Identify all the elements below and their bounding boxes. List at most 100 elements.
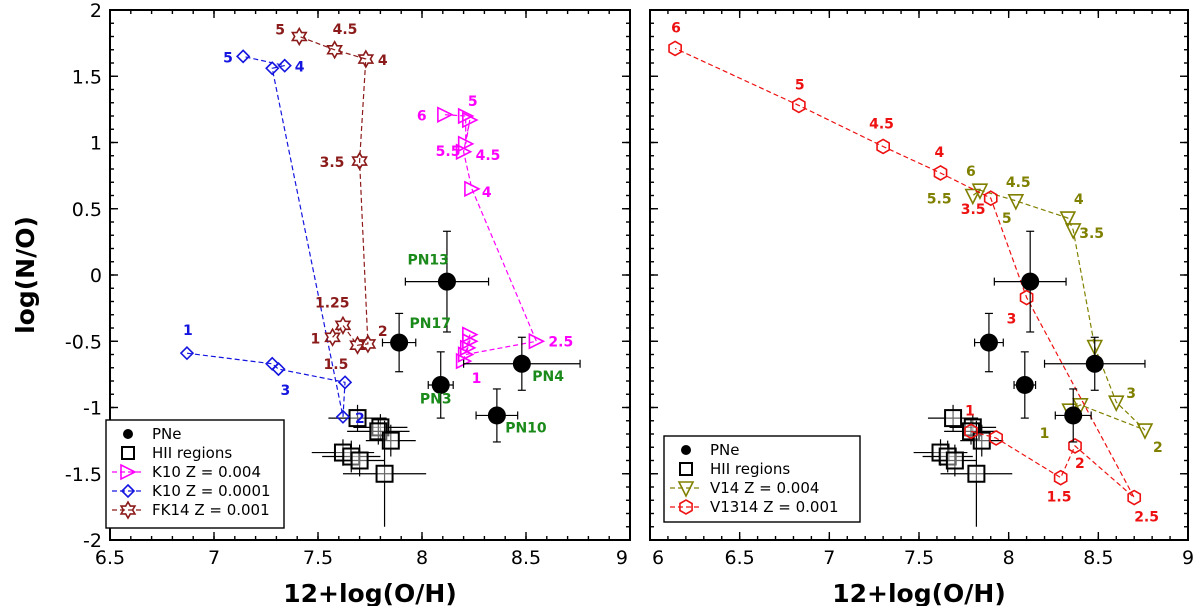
hii-region-marker (945, 451, 964, 470)
y-axis-title: log(N/O) (11, 216, 40, 334)
model-point (1107, 395, 1125, 412)
x-tick-label: 9 (616, 547, 628, 569)
x-axis-title: 12+log(O/H) (283, 579, 457, 606)
model-point (179, 346, 195, 361)
hii-region-marker (375, 464, 394, 483)
model-point (1007, 194, 1025, 211)
mass-label: 4 (378, 53, 388, 69)
pn-name-label: PN13 (407, 252, 448, 268)
x-tick-label: 6.5 (95, 547, 125, 569)
legend-label: HII regions (152, 444, 232, 462)
mass-label: 1 (183, 323, 193, 339)
pn-marker (512, 354, 531, 373)
y-tick-label: -1 (83, 398, 102, 420)
model-point (1059, 211, 1077, 228)
legend-marker-swatch (119, 500, 137, 520)
mass-label: 1 (965, 403, 975, 419)
mass-label: 5.5 (927, 192, 952, 208)
model-point (271, 361, 286, 377)
mass-label: 5 (275, 23, 285, 39)
pn-marker (437, 272, 456, 291)
hii-region-marker (350, 451, 369, 470)
pn-name-label: PN10 (505, 421, 547, 437)
y-tick-label: -0.5 (65, 331, 102, 353)
legend-marker-swatch (679, 499, 693, 515)
pn-marker (431, 375, 450, 394)
model-track-line (444, 114, 538, 362)
mass-label: 6 (966, 164, 976, 180)
legend-pn-swatch (681, 445, 691, 455)
model-point (359, 334, 377, 354)
model-point (791, 97, 806, 114)
model-point (964, 188, 982, 206)
mass-label: 1.5 (1047, 490, 1072, 506)
hii-region-marker (381, 431, 400, 450)
y-tick-label: 1 (90, 133, 102, 155)
model-point (457, 135, 475, 153)
mass-label: 1 (311, 331, 321, 347)
pn-marker (390, 333, 409, 352)
mass-label: 2 (378, 324, 388, 340)
legend-label: HII regions (710, 460, 790, 478)
model-point (290, 26, 308, 47)
model-point (989, 430, 1003, 446)
x-tick-label: 8 (1003, 547, 1015, 569)
model-point (265, 61, 280, 76)
model-point (235, 49, 251, 64)
legend-marker-swatch (120, 483, 136, 499)
mass-label: 4 (295, 60, 305, 76)
model-point (351, 151, 368, 171)
y-tick-label: 0 (90, 265, 102, 287)
model-point (457, 346, 475, 363)
model-point (1068, 438, 1082, 454)
model-point (1072, 398, 1089, 415)
legend-label: PNe (152, 425, 182, 443)
pn-marker (1021, 272, 1040, 291)
x-tick-label: 9 (1182, 547, 1194, 569)
model-point (983, 190, 998, 207)
legend-hii-swatch (121, 446, 135, 460)
mass-label: 6 (671, 20, 681, 36)
model-point (1064, 223, 1082, 240)
model-point (326, 40, 343, 60)
model-point (277, 58, 292, 73)
legend-marker-swatch (677, 481, 695, 498)
mass-label: 6 (417, 109, 427, 125)
mass-label: 3.5 (961, 202, 986, 218)
model-point (462, 111, 479, 129)
left-panel: 6.5 7 7.5 8 8.5 921.510.50-0.5-1-1.5-212+log(… (11, 0, 631, 606)
pn-marker (1015, 375, 1034, 394)
hii-region-marker (967, 464, 986, 483)
pn-marker (1085, 354, 1104, 373)
mass-label: 4.5 (1006, 175, 1031, 191)
legend-pn-swatch (123, 429, 133, 439)
legend-label: K10 Z = 0.004 (152, 463, 261, 481)
mass-label: 4 (482, 185, 492, 201)
model-point (933, 165, 948, 181)
legend-label: V14 Z = 0.004 (710, 479, 819, 497)
mass-label: 2 (1153, 440, 1163, 456)
mass-label: 5 (223, 50, 233, 66)
y-tick-label: -1.5 (65, 464, 102, 486)
model-point (1053, 469, 1068, 486)
model-point (1019, 289, 1034, 306)
model-track-line (186, 55, 346, 417)
mass-label: 5 (1002, 211, 1012, 227)
mass-label: 3.5 (320, 155, 345, 171)
mass-label: 5 (468, 94, 478, 110)
legend-label: FK14 Z = 0.001 (152, 501, 270, 519)
model-point (357, 49, 375, 69)
model-point (349, 335, 366, 355)
model-point (334, 315, 352, 335)
y-tick-label: 1.5 (72, 66, 102, 88)
model-point (464, 180, 481, 198)
mass-label: 3 (1007, 312, 1017, 328)
pn-marker (979, 333, 998, 352)
model-track-line (674, 47, 1135, 499)
mass-label: 3.5 (1079, 226, 1104, 242)
mass-label: 2 (355, 411, 365, 427)
x-tick-label: 7.5 (904, 547, 934, 569)
model-point (335, 409, 351, 424)
x-tick-label: 7 (823, 547, 835, 569)
mass-label: 2 (1075, 456, 1085, 472)
